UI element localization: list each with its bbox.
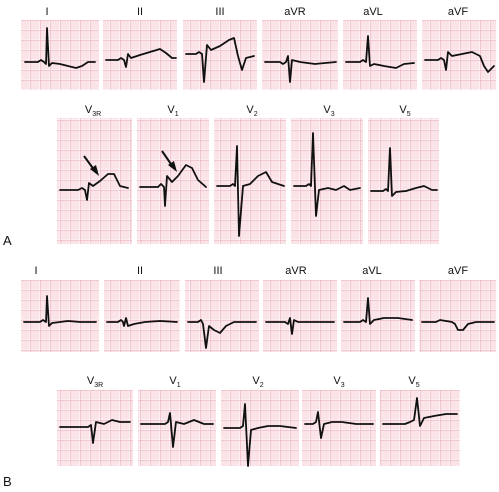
panel-b-lead-v3: V3 (302, 375, 376, 466)
lead-label: I (45, 6, 48, 18)
panel-b-lead-avf: aVF (419, 265, 496, 352)
lead-label: aVF (448, 265, 468, 277)
panel-a-label: A (3, 233, 12, 248)
ecg-trace (59, 419, 131, 444)
panel-b-lead-iii: III (185, 265, 259, 352)
ecg-grid (57, 118, 132, 244)
ecg-trace (59, 173, 129, 201)
ecg-grid (214, 118, 286, 244)
ecg-grid (368, 118, 439, 244)
lead-label: I (34, 265, 37, 277)
ecg-trace (139, 164, 207, 207)
panel-b-lead-ii: II (104, 265, 180, 352)
panel-a-lead-v1: V1 (137, 104, 209, 244)
lead-label: III (215, 6, 224, 18)
panel-a-lead-v5: V5 (368, 104, 439, 244)
ecg-trace (424, 51, 495, 73)
lead-label: V3R (85, 104, 101, 118)
ecg-grid (138, 390, 216, 466)
lead-label: V2 (246, 104, 257, 118)
panel-a-lead-ii: II (103, 6, 177, 90)
ecg-grid (262, 20, 338, 90)
panel-a-lead-iii: III (183, 6, 257, 90)
ecg-trace (304, 411, 374, 439)
ecg-trace (421, 319, 495, 331)
ecg-grid (341, 280, 415, 352)
lead-label: III (213, 265, 222, 277)
ecg-grid (419, 280, 496, 352)
ecg-trace (185, 37, 255, 83)
ecg-trace (345, 35, 415, 69)
ecg-trace (343, 297, 413, 325)
ecg-trace (293, 132, 361, 217)
lead-label: aVR (284, 6, 305, 18)
lead-label: V5 (408, 375, 419, 389)
panel-a-lead-v3: V3 (291, 104, 363, 244)
ecg-grid (104, 280, 180, 352)
ecg-grid (380, 390, 460, 466)
ecg-grid (343, 20, 417, 90)
ecg-trace (105, 48, 177, 68)
arrowhead-icon (168, 161, 177, 172)
lead-label: V1 (167, 104, 178, 118)
panel-b-lead-avr: aVR (263, 265, 337, 352)
ecg-grid (21, 280, 99, 352)
ecg-trace (265, 317, 335, 335)
ecg-grid (291, 118, 363, 244)
panel-b-lead-v5: V5 (380, 375, 460, 466)
panel-a-lead-v2: V2 (214, 104, 286, 244)
ecg-grid (183, 20, 257, 90)
panel-b-label: B (3, 474, 12, 489)
panel-b-lead-v3r: V3R (57, 375, 133, 466)
panel-b-lead-v1: V1 (138, 375, 216, 466)
lead-label: aVL (362, 265, 382, 277)
panel-a-lead-avr: aVR (262, 6, 338, 90)
ecg-trace (216, 145, 285, 237)
ecg-grid (263, 280, 337, 352)
lead-label: II (137, 265, 143, 277)
lead-label: V2 (252, 375, 263, 389)
ecg-grid (302, 390, 376, 466)
ecg-grid (185, 280, 259, 352)
ecg-trace (106, 317, 178, 327)
panel-a-lead-v3r: V3R (57, 104, 132, 244)
lead-label: V3R (87, 375, 103, 389)
lead-label: V3 (333, 375, 344, 389)
ecg-trace (187, 319, 257, 349)
panel-b-lead-i: I (21, 265, 99, 352)
panel-a-lead-avl: aVL (343, 6, 417, 90)
lead-label: V5 (399, 104, 410, 118)
lead-label: aVL (363, 6, 383, 18)
ecg-trace (264, 55, 337, 83)
arrowhead-icon (90, 165, 99, 176)
ecg-trace (24, 27, 96, 69)
panel-b-lead-avl: aVL (341, 265, 415, 352)
lead-label: V1 (169, 375, 180, 389)
panel-a-lead-i: I (21, 6, 99, 90)
ecg-trace (23, 295, 97, 327)
ecg-trace (382, 397, 458, 427)
lead-label: V3 (323, 104, 334, 118)
ecg-trace (140, 412, 214, 448)
ecg-grid (21, 20, 99, 90)
panel-b-lead-v2: V2 (221, 375, 299, 467)
panel-a-lead-avf: aVF (422, 6, 496, 90)
lead-label: aVR (285, 265, 306, 277)
lead-label: II (137, 6, 143, 18)
lead-label: aVF (448, 6, 468, 18)
ecg-trace (223, 403, 297, 467)
ecg-trace (370, 147, 438, 197)
